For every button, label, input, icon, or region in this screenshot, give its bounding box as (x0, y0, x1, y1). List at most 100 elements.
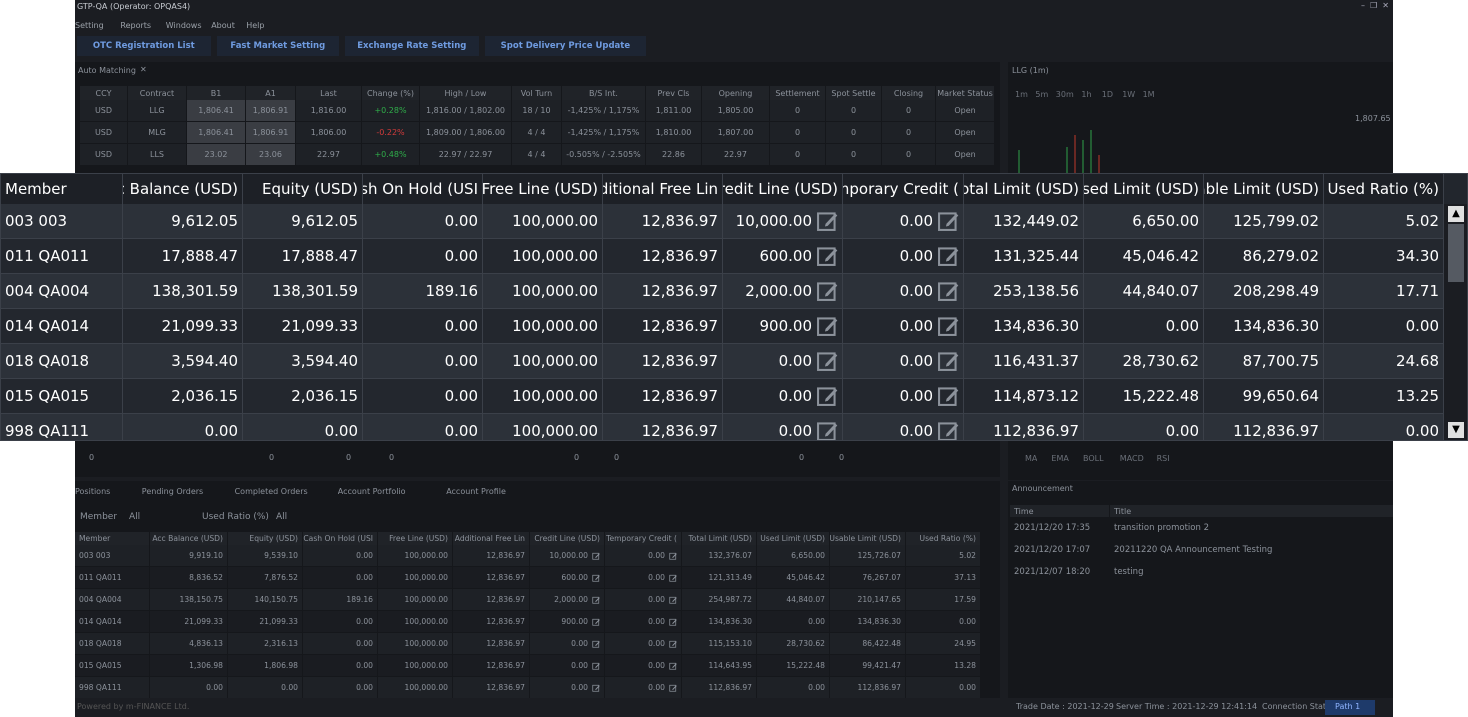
table-cell: 112,836.97 (682, 677, 757, 698)
column-header: Equity (USD) (228, 532, 303, 545)
table-cell: 134,836.30 (682, 611, 757, 633)
edit-icon[interactable] (669, 596, 677, 604)
menu-item[interactable]: Setting (75, 20, 104, 30)
table-cell: 189.16 (363, 274, 483, 309)
period-button[interactable]: 1M (1142, 89, 1155, 99)
period-button[interactable]: 1D (1101, 89, 1114, 99)
menu-item[interactable]: About (211, 20, 235, 30)
period-button[interactable]: 1m (1015, 89, 1028, 99)
edit-icon[interactable] (816, 245, 838, 267)
edit-icon[interactable] (592, 684, 600, 692)
scrollbar[interactable]: ▲ ▼ (1444, 204, 1467, 440)
filter-select[interactable]: All (129, 512, 141, 522)
edit-icon[interactable] (937, 350, 959, 372)
tab[interactable]: Account Profile (446, 486, 506, 496)
table-cell: 900.00 (530, 611, 605, 633)
edit-icon[interactable] (816, 350, 838, 372)
table-cell: 23.02 (187, 144, 246, 166)
edit-icon[interactable] (592, 552, 600, 560)
edit-icon[interactable] (816, 280, 838, 302)
column-header: Used Limit (USD) (1084, 174, 1204, 204)
menu-item[interactable]: Windows (165, 20, 202, 30)
filter-select[interactable]: All (276, 512, 288, 522)
tab[interactable]: LLG (1m) (1012, 67, 1049, 75)
period-button[interactable]: 1h (1081, 89, 1092, 99)
period-button[interactable]: 1W (1122, 89, 1136, 99)
edit-icon[interactable] (937, 315, 959, 337)
table-cell: 0.00 (906, 611, 981, 633)
edit-icon[interactable] (937, 420, 959, 441)
table-cell: 0.00 (363, 204, 483, 239)
edit-icon[interactable] (816, 315, 838, 337)
tab[interactable]: Positions (75, 486, 111, 496)
window-controls[interactable]: – ❐ ✕ (1360, 2, 1389, 10)
table-cell: USD (80, 100, 128, 122)
column-header: Equity (USD) (243, 174, 363, 204)
menu-item[interactable]: Help (246, 20, 265, 30)
column-header: Vol Turn (512, 86, 562, 100)
edit-icon[interactable] (669, 618, 677, 626)
edit-icon[interactable] (669, 684, 677, 692)
edit-icon[interactable] (816, 210, 838, 232)
period-button[interactable]: 30m (1055, 89, 1074, 99)
table-cell: 4 / 4 (512, 144, 562, 166)
tab[interactable]: Auto Matching (78, 67, 136, 75)
table-cell: 003 003 (1, 204, 123, 239)
table-cell: 100,000.00 (378, 655, 453, 677)
toolbar-button[interactable]: OTC Registration List (77, 36, 211, 56)
edit-icon[interactable] (669, 662, 677, 670)
edit-icon[interactable] (937, 245, 959, 267)
tab-close[interactable]: ✕ (140, 66, 147, 74)
table-cell: 0 (770, 122, 826, 144)
toolbar-button[interactable]: Fast Market Setting (216, 36, 339, 56)
table-cell: 0.00 (843, 274, 964, 309)
table-cell: 4 / 4 (512, 122, 562, 144)
edit-icon[interactable] (816, 385, 838, 407)
edit-icon[interactable] (592, 618, 600, 626)
edit-icon[interactable] (937, 280, 959, 302)
edit-icon[interactable] (592, 574, 600, 582)
edit-icon[interactable] (937, 210, 959, 232)
edit-icon[interactable] (592, 662, 600, 670)
table-cell: 13.28 (906, 655, 981, 677)
table-cell: 100,000.00 (483, 414, 603, 440)
edit-icon[interactable] (592, 640, 600, 648)
edit-icon[interactable] (937, 385, 959, 407)
tab[interactable]: Completed Orders (234, 486, 308, 496)
table-cell: 0.00 (228, 677, 303, 698)
column-header: Free Line (USD) (483, 174, 603, 204)
table-cell: 2021/12/07 18:20 (1010, 561, 1110, 583)
market-table: CCY Contract B1 A1 Last Change (%) High / Low V… (80, 86, 995, 176)
tab[interactable]: Announcement (1012, 485, 1073, 493)
period-button[interactable]: 5m (1035, 89, 1049, 99)
table-cell: 12,836.97 (603, 344, 723, 379)
edit-icon[interactable] (669, 552, 677, 560)
table-cell: 0.00 (605, 545, 682, 567)
table-cell: 0.00 (605, 567, 682, 589)
indicator-button[interactable]: EMA (1051, 453, 1069, 463)
toolbar-button[interactable]: Exchange Rate Setting (345, 36, 479, 56)
table-cell: 0.00 (843, 379, 964, 414)
table-cell: 1,807.00 (702, 122, 770, 144)
table-cell: 138,150.75 (150, 589, 228, 611)
tab[interactable]: Account Portfolio (337, 486, 406, 496)
edit-icon[interactable] (592, 596, 600, 604)
edit-icon[interactable] (669, 574, 677, 582)
indicator-button[interactable]: BOLL (1083, 453, 1104, 463)
edit-icon[interactable] (669, 640, 677, 648)
table-cell: 0 (826, 100, 882, 122)
indicator-button[interactable]: RSI (1156, 453, 1170, 463)
edit-icon[interactable] (816, 420, 838, 441)
tab[interactable]: Pending Orders (141, 486, 204, 496)
toolbar-button[interactable]: Spot Delivery Price Update (484, 36, 647, 56)
column-header: Title (1110, 505, 1393, 517)
indicator-button[interactable]: MA (1025, 453, 1038, 463)
column-header: Cash On Hold (USI (303, 532, 378, 545)
menu-item[interactable]: Reports (120, 20, 152, 30)
table-cell: 132,376.07 (682, 545, 757, 567)
indicator-button[interactable]: MACD (1119, 453, 1144, 463)
table-cell: 0.00 (723, 379, 843, 414)
table-cell: 0.00 (757, 611, 830, 633)
table-cell: 2,000.00 (530, 589, 605, 611)
table-cell: 254,987.72 (682, 589, 757, 611)
